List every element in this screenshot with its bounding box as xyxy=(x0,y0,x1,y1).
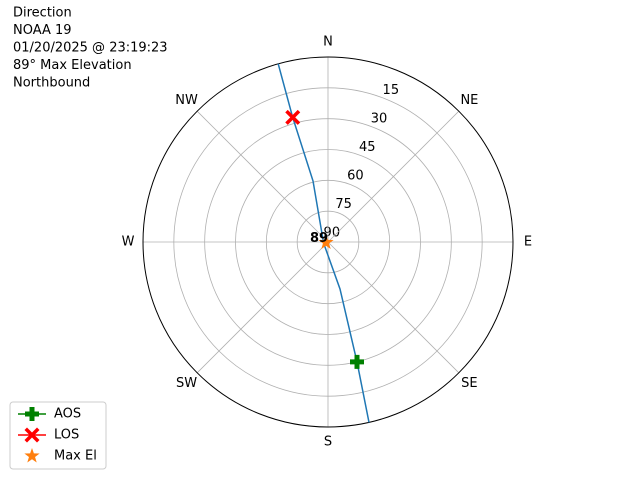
info-line: 89° Max Elevation xyxy=(13,58,132,73)
grid-spoke xyxy=(196,241,329,374)
legend-marker xyxy=(25,407,39,421)
legend-label: LOS xyxy=(54,428,79,443)
r-tick-label: 30 xyxy=(371,111,388,126)
theta-tick-label: NE xyxy=(460,93,478,108)
grid-spoke xyxy=(327,110,460,243)
theta-tick-label: SW xyxy=(176,376,197,391)
theta-tick-label: N xyxy=(323,35,333,50)
theta-tick-label: E xyxy=(524,235,532,250)
info-line: NOAA 19 xyxy=(13,23,72,38)
info-line: Direction xyxy=(13,6,72,21)
legend-marker xyxy=(24,427,40,443)
theta-tick-label: S xyxy=(324,435,332,450)
grid-spoke xyxy=(196,110,329,243)
theta-tick-label: SE xyxy=(461,376,477,391)
polar-frame xyxy=(142,56,514,428)
theta-tick-label: W xyxy=(122,235,135,250)
legend-marker xyxy=(24,448,40,463)
info-line: 01/20/2025 @ 23:19:23 xyxy=(13,41,168,56)
r-tick-label: 60 xyxy=(347,168,364,183)
annotation: 89 xyxy=(310,231,328,246)
marker-star xyxy=(318,234,334,249)
theta-tick-label: NW xyxy=(175,93,198,108)
marker-x xyxy=(285,109,301,125)
legend-label: AOS xyxy=(54,407,81,422)
info-line: Northbound xyxy=(13,76,90,91)
marker-plus xyxy=(350,354,365,369)
legend-label: Max El xyxy=(54,449,97,464)
grid-spoke xyxy=(327,241,460,374)
r-tick-label: 15 xyxy=(383,83,400,98)
r-tick-label: 75 xyxy=(335,197,352,212)
r-tick-label: 45 xyxy=(359,140,376,155)
